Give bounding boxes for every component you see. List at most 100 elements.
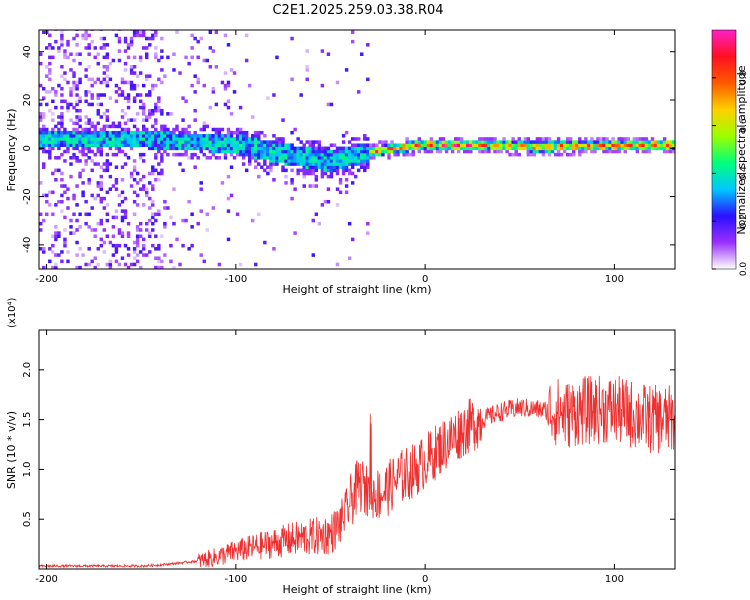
spectrogram-cell: [302, 168, 306, 173]
spectrogram-cell: [656, 146, 661, 151]
spectrogram-cell: [193, 74, 197, 78]
spectrogram-cell: [84, 121, 88, 126]
spectrogram-cell: [129, 143, 134, 148]
spectrogram-cell: [51, 140, 55, 144]
spectrogram-cell: [596, 146, 600, 151]
spectrogram-cell: [87, 156, 91, 160]
spectrogram-cell: [45, 199, 49, 204]
spectrogram-cell: [69, 231, 73, 235]
spectrogram-cell: [211, 86, 216, 91]
spectrogram-cell: [414, 140, 418, 144]
spectrogram-cell: [169, 215, 173, 220]
spectrogram-cell: [662, 146, 667, 151]
spectrogram-cell: [42, 115, 46, 119]
colorbar-tick-label: 0.6: [739, 118, 749, 133]
spectrogram-cell: [190, 212, 194, 217]
spectrogram-cell: [90, 159, 94, 163]
spectrogram-cell: [181, 118, 185, 122]
spectrogram-cell: [214, 137, 219, 141]
spectrogram-cell: [341, 168, 346, 173]
spectrogram-cell: [90, 124, 94, 129]
spectrogram-cell: [350, 137, 355, 141]
spectrogram-cell: [247, 83, 252, 88]
spectrogram-cell: [54, 124, 58, 129]
spectrogram-cell: [275, 140, 279, 144]
spectrogram-cell: [51, 171, 55, 176]
spectrogram-cell: [544, 149, 549, 154]
spectrogram-cell: [120, 115, 125, 119]
spectrogram-cell: [141, 187, 146, 191]
spectrogram-cell: [263, 152, 267, 157]
spectrogram-cell: [120, 108, 125, 113]
spectrogram-cell: [226, 137, 231, 141]
spectrogram-cell: [481, 137, 485, 141]
snr-x-ticks: -200 -100 0 100: [35, 330, 624, 585]
spectrogram-cell: [123, 140, 128, 144]
spectrogram-cell: [311, 146, 315, 151]
spectrogram-cell: [668, 149, 673, 154]
spectrogram-cell: [172, 130, 176, 135]
spectrogram-cell: [556, 146, 561, 151]
spectrogram-cell: [405, 137, 409, 141]
spectrogram-cell: [138, 99, 143, 104]
spectrogram-cell: [263, 168, 267, 173]
spectrogram-cell: [75, 86, 79, 91]
spectrogram-cell: [157, 130, 161, 135]
spectrogram-cell: [75, 80, 79, 85]
spectrogram-cell: [347, 162, 352, 166]
spectrogram-cell: [105, 68, 110, 72]
spectrogram-cell: [54, 168, 58, 173]
spectrogram-cell: [66, 143, 70, 148]
spectrogram-cell: [638, 146, 643, 151]
spectrogram-cell: [166, 55, 170, 60]
spectrogram-cell: [51, 134, 55, 138]
spectrogram-cell: [517, 137, 521, 141]
spectrogram-cell: [108, 134, 113, 138]
spectrogram-cell: [432, 140, 437, 144]
spectrogram-cell: [69, 118, 73, 122]
spectrogram-cell: [138, 156, 143, 160]
spectrogram-cell: [278, 146, 282, 151]
spectrogram-cell: [623, 140, 627, 144]
spectrogram-cell: [251, 218, 255, 223]
spectrogram-cell: [48, 33, 52, 38]
spectrogram-cell: [508, 140, 512, 144]
spectrogram-cell: [132, 247, 137, 251]
spectrogram-cell: [360, 159, 364, 163]
spectrogram-cell: [72, 127, 76, 132]
spectrogram-cell: [244, 168, 249, 173]
spectrogram-cell: [281, 143, 285, 148]
spectrogram-cell: [123, 137, 128, 141]
spectrogram-cell: [160, 234, 164, 239]
spectrogram-cell: [166, 112, 170, 116]
spectrogram-cell: [429, 140, 434, 144]
spectrogram-cell: [111, 225, 116, 229]
spectrogram-cell: [578, 146, 582, 151]
spectrogram-cell: [154, 212, 158, 217]
spectrogram-cell: [266, 149, 270, 154]
spectrogram-cell: [332, 165, 337, 169]
spectrogram-cell: [93, 140, 97, 144]
spectrogram-cell: [251, 156, 255, 160]
spectrogram-cell: [160, 140, 164, 144]
spectrogram-cell: [54, 234, 58, 239]
spectrogram-cell: [54, 253, 58, 257]
spectrogram-cell: [290, 196, 294, 201]
spectrogram-cell: [138, 221, 143, 226]
spectrogram-cell: [157, 209, 161, 213]
spectrogram-cell: [78, 174, 82, 179]
spectrogram-cell: [363, 146, 367, 151]
spectrogram-cell: [529, 143, 534, 148]
spectrogram-cell: [214, 146, 219, 151]
spectrogram-cell: [151, 108, 155, 113]
spectrogram-cell: [126, 43, 131, 47]
spectrogram-cell: [266, 146, 270, 151]
spectrogram-cell: [105, 74, 110, 78]
spectrogram-cell: [254, 156, 258, 160]
spectrogram-cell: [54, 203, 58, 207]
spectrogram-cell: [220, 137, 225, 141]
spectrogram-cell: [241, 134, 246, 138]
spectrogram-cell: [60, 209, 64, 213]
spectrogram-cell: [320, 162, 325, 166]
